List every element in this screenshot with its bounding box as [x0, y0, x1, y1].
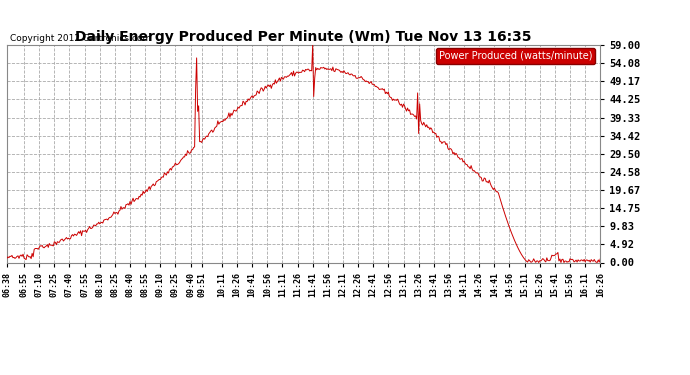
Title: Daily Energy Produced Per Minute (Wm) Tue Nov 13 16:35: Daily Energy Produced Per Minute (Wm) Tu… — [75, 30, 532, 44]
Text: Copyright 2012 Cartronics.com: Copyright 2012 Cartronics.com — [10, 34, 151, 43]
Legend: Power Produced (watts/minute): Power Produced (watts/minute) — [436, 48, 595, 63]
